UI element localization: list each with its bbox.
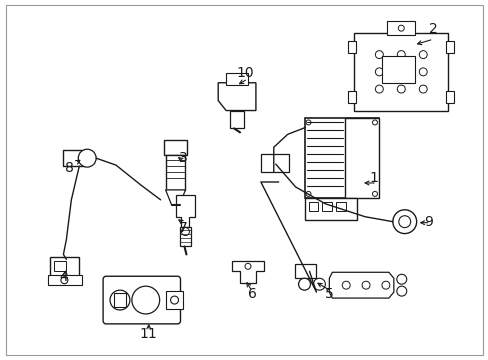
Circle shape	[181, 228, 189, 235]
Circle shape	[396, 51, 405, 59]
Circle shape	[396, 68, 405, 76]
Bar	[179, 227, 191, 247]
Bar	[114, 293, 126, 307]
Text: 10: 10	[236, 66, 253, 80]
Bar	[294, 264, 316, 278]
Circle shape	[392, 210, 416, 234]
Bar	[260, 154, 288, 172]
Polygon shape	[232, 261, 264, 283]
Circle shape	[418, 68, 427, 76]
Polygon shape	[175, 195, 195, 227]
Bar	[308, 202, 318, 211]
Bar	[322, 202, 332, 211]
Polygon shape	[218, 83, 255, 111]
Bar	[304, 118, 378, 198]
Bar	[49, 257, 79, 279]
Circle shape	[396, 274, 406, 284]
Circle shape	[298, 278, 310, 290]
Bar	[63, 150, 85, 166]
Circle shape	[372, 120, 377, 125]
Circle shape	[418, 51, 427, 59]
Bar	[336, 202, 346, 211]
Circle shape	[396, 286, 406, 296]
Bar	[225, 73, 247, 85]
Text: 9: 9	[423, 215, 432, 229]
Bar	[345, 118, 378, 198]
Circle shape	[132, 286, 160, 314]
Polygon shape	[165, 190, 185, 205]
Bar	[47, 275, 82, 285]
Bar	[446, 91, 453, 103]
Text: 1: 1	[369, 171, 378, 185]
Text: 5: 5	[325, 287, 333, 301]
Circle shape	[78, 149, 96, 167]
Circle shape	[375, 85, 383, 93]
Circle shape	[244, 264, 250, 269]
Bar	[304, 198, 356, 220]
Text: 11: 11	[140, 327, 157, 341]
Circle shape	[398, 25, 404, 31]
Text: 8: 8	[65, 161, 74, 175]
Bar	[165, 155, 185, 190]
Bar	[165, 291, 183, 309]
Text: 2: 2	[428, 22, 437, 36]
Bar	[382, 57, 415, 84]
Circle shape	[372, 192, 377, 196]
Bar	[163, 140, 187, 155]
Circle shape	[381, 281, 389, 289]
Circle shape	[170, 296, 178, 304]
Polygon shape	[328, 272, 393, 298]
Circle shape	[375, 51, 383, 59]
Bar	[347, 91, 355, 103]
Circle shape	[110, 290, 130, 310]
Bar	[353, 33, 447, 111]
Bar	[347, 41, 355, 53]
Text: 3: 3	[179, 151, 187, 165]
Text: 7: 7	[179, 221, 187, 235]
Bar	[446, 41, 453, 53]
Text: 6: 6	[247, 287, 256, 301]
Bar	[230, 111, 244, 129]
Circle shape	[418, 85, 427, 93]
Circle shape	[375, 68, 383, 76]
Circle shape	[398, 216, 410, 228]
Circle shape	[305, 192, 310, 196]
Circle shape	[305, 120, 310, 125]
Circle shape	[342, 281, 349, 289]
Circle shape	[313, 278, 325, 290]
Text: 4: 4	[59, 270, 68, 284]
Circle shape	[361, 281, 369, 289]
Circle shape	[61, 277, 68, 284]
Bar	[386, 21, 415, 35]
Circle shape	[396, 85, 405, 93]
Bar	[54, 261, 66, 271]
FancyBboxPatch shape	[103, 276, 180, 324]
